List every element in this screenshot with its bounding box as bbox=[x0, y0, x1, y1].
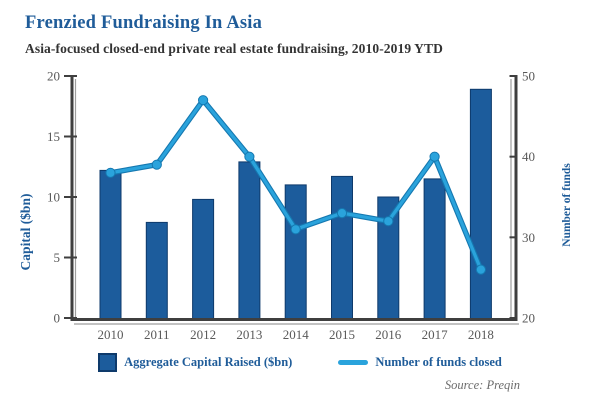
x-tick-label: 2018 bbox=[468, 327, 494, 342]
legend: Aggregate Capital Raised ($bn) Number of… bbox=[0, 353, 600, 372]
funds-point-2010 bbox=[105, 167, 116, 178]
bar-2010 bbox=[99, 169, 122, 320]
funds-point-2011 bbox=[151, 159, 162, 170]
bar-2018 bbox=[469, 88, 492, 320]
left-tick-label: 10 bbox=[47, 190, 60, 205]
bar-2015 bbox=[331, 175, 353, 320]
left-tick-label: 20 bbox=[47, 69, 60, 84]
funds-point-2012 bbox=[198, 95, 209, 106]
line-swatch-icon bbox=[338, 360, 369, 365]
funds-point-2016 bbox=[383, 216, 394, 227]
funds-point-2015 bbox=[336, 208, 348, 219]
x-tick-label: 2015 bbox=[329, 327, 355, 342]
funds-point-2014 bbox=[290, 224, 301, 235]
right-tick-label: 30 bbox=[522, 230, 535, 245]
x-tick-label: 2010 bbox=[98, 327, 124, 342]
bar-2012 bbox=[192, 198, 215, 320]
bar-2011 bbox=[145, 221, 168, 320]
bar-swatch-icon bbox=[98, 353, 118, 372]
left-tick-label: 0 bbox=[54, 311, 61, 326]
funds-point-2017 bbox=[429, 151, 440, 162]
funds-point-2018 bbox=[475, 264, 486, 275]
legend-item-capital: Aggregate Capital Raised ($bn) bbox=[98, 353, 292, 372]
legend-label-funds: Number of funds closed bbox=[375, 355, 502, 369]
source-note: Source: Preqin bbox=[444, 378, 520, 392]
legend-label-capital: Aggregate Capital Raised ($bn) bbox=[124, 355, 293, 369]
chart-header: Frenzied Fundraising In Asia Asia-focuse… bbox=[25, 12, 443, 57]
legend-item-funds: Number of funds closed bbox=[338, 355, 502, 370]
x-tick-label: 2016 bbox=[375, 327, 402, 342]
left-tick-label: 15 bbox=[47, 129, 60, 144]
chart-subtitle: Asia-focused closed-end private real est… bbox=[25, 41, 443, 57]
left-axis-title: Capital ($bn) bbox=[18, 194, 33, 271]
right-tick-label: 50 bbox=[522, 69, 535, 84]
bar-2013 bbox=[238, 161, 261, 320]
right-tick-label: 40 bbox=[522, 149, 535, 164]
bar-2017 bbox=[423, 178, 446, 320]
left-tick-label: 5 bbox=[54, 250, 61, 265]
x-tick-label: 2013 bbox=[236, 327, 262, 342]
x-tick-label: 2012 bbox=[190, 327, 216, 342]
right-axis-title: Number of funds bbox=[561, 163, 573, 247]
chart-canvas: 0 5 10 15 20 20 30 40 50 2010 2011 2012 2013 2014 2015… bbox=[18, 69, 573, 343]
funds-point-2013 bbox=[244, 151, 255, 162]
right-tick-label: 20 bbox=[522, 311, 535, 326]
x-tick-label: 2017 bbox=[422, 327, 449, 342]
x-tick-label: 2014 bbox=[283, 327, 310, 342]
bar-2014 bbox=[284, 184, 307, 320]
chart-title: Frenzied Fundraising In Asia bbox=[25, 13, 263, 33]
x-tick-label: 2011 bbox=[144, 327, 170, 342]
